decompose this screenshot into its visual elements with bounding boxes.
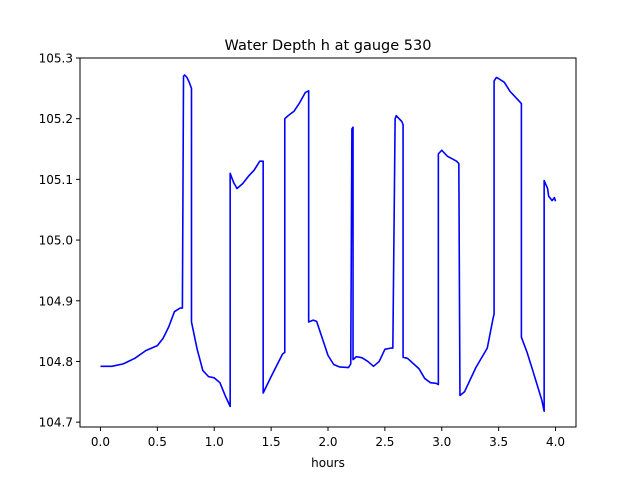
x-axis-label: hours bbox=[311, 456, 345, 470]
x-tick-label: 0.5 bbox=[148, 435, 167, 449]
y-tick-label: 104.8 bbox=[39, 355, 73, 369]
series-line-water-depth bbox=[100, 74, 557, 413]
y-tick-label: 105.3 bbox=[39, 52, 73, 66]
x-tick-label: 1.5 bbox=[262, 435, 281, 449]
chart-title: Water Depth h at gauge 530 bbox=[225, 38, 432, 54]
y-tick-label: 105.2 bbox=[39, 112, 73, 126]
x-tick-label: 2.5 bbox=[375, 435, 394, 449]
x-axis: 0.0 0.5 1.0 1.5 2.0 2.5 3.0 3.5 4.0 bbox=[91, 427, 565, 449]
x-tick-label: 2.0 bbox=[318, 435, 337, 449]
x-tick-label: 3.5 bbox=[489, 435, 508, 449]
x-tick-label: 1.0 bbox=[205, 435, 224, 449]
x-tick-label: 0.0 bbox=[91, 435, 110, 449]
y-axis: 104.7 104.8 104.9 105.0 105.1 105.2 105.3 bbox=[39, 52, 80, 430]
x-tick-label: 3.0 bbox=[432, 435, 451, 449]
y-tick-label: 105.1 bbox=[39, 173, 73, 187]
y-tick-label: 105.0 bbox=[39, 234, 73, 248]
y-tick-label: 104.9 bbox=[39, 294, 73, 308]
x-tick-label: 4.0 bbox=[546, 435, 565, 449]
y-tick-label: 104.7 bbox=[39, 416, 73, 430]
